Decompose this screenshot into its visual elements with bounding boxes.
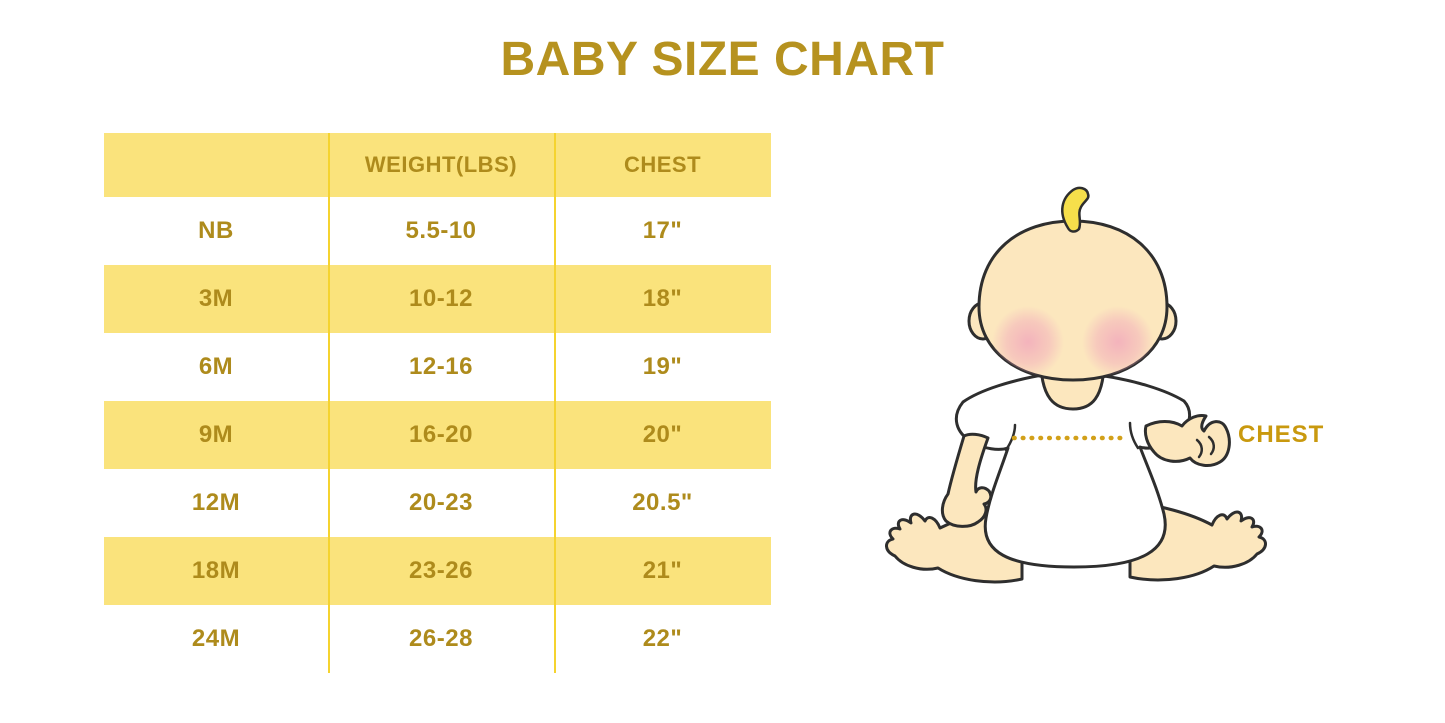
size-table: WEIGHT(LBS) CHEST NB 5.5-10 17" 3M 10-12… (104, 133, 771, 673)
baby-hair-curl (1061, 186, 1090, 233)
right-armpit-crease (1128, 421, 1140, 450)
table-row: 6M 12-16 19" (104, 333, 771, 401)
cell-chest: 22" (642, 625, 683, 652)
table-row: 12M 20-23 20.5" (104, 469, 771, 537)
table-row: 3M 10-12 18" (104, 265, 771, 333)
header-cell-weight: WEIGHT(LBS) (364, 152, 518, 177)
cell-chest: 20" (642, 421, 683, 448)
column-divider-2 (554, 133, 556, 673)
page-title: BABY SIZE CHART (500, 33, 945, 86)
cell-chest: 18" (642, 285, 683, 312)
header-cell-chest: CHEST (623, 152, 702, 177)
baby-left-arm (940, 432, 993, 528)
cell-weight: 12-16 (409, 353, 473, 380)
cell-chest: 19" (642, 353, 683, 380)
fist-knuckle-1 (1195, 438, 1203, 459)
table-row: 18M 23-26 21" (104, 537, 771, 605)
cell-weight: 26-28 (409, 625, 473, 652)
column-divider-1 (328, 133, 330, 673)
cell-weight: 20-23 (409, 489, 473, 516)
chest-measurement-label: CHEST (1238, 421, 1325, 448)
cell-size: 18M (191, 557, 241, 584)
cell-size: 6M (198, 353, 234, 380)
cell-weight: 5.5-10 (405, 217, 477, 244)
baby-right-arm-fist (1143, 414, 1231, 467)
header-cell-size (104, 133, 328, 197)
cell-size: 3M (198, 285, 234, 312)
cell-size: 12M (191, 489, 241, 516)
cell-size: NB (198, 217, 234, 244)
cell-chest: 20.5" (632, 489, 693, 516)
table-header-row: WEIGHT(LBS) CHEST (104, 133, 771, 197)
table-row: 9M 16-20 20" (104, 401, 771, 469)
cell-weight: 10-12 (409, 285, 473, 312)
size-table-rows: NB 5.5-10 17" 3M 10-12 18" 6M 12-16 19" … (104, 197, 771, 673)
cell-weight: 16-20 (409, 421, 473, 448)
fist-knuckle-2 (1207, 435, 1215, 456)
cell-chest: 21" (642, 557, 683, 584)
table-row: NB 5.5-10 17" (104, 197, 771, 265)
cell-chest: 17" (642, 217, 683, 244)
baby-blush-cheeks (992, 306, 1154, 378)
cell-weight: 23-26 (409, 557, 473, 584)
table-row: 24M 26-28 22" (104, 605, 771, 673)
cell-size: 9M (198, 421, 234, 448)
baby-illustration (885, 186, 1267, 584)
cell-size: 24M (191, 625, 241, 652)
